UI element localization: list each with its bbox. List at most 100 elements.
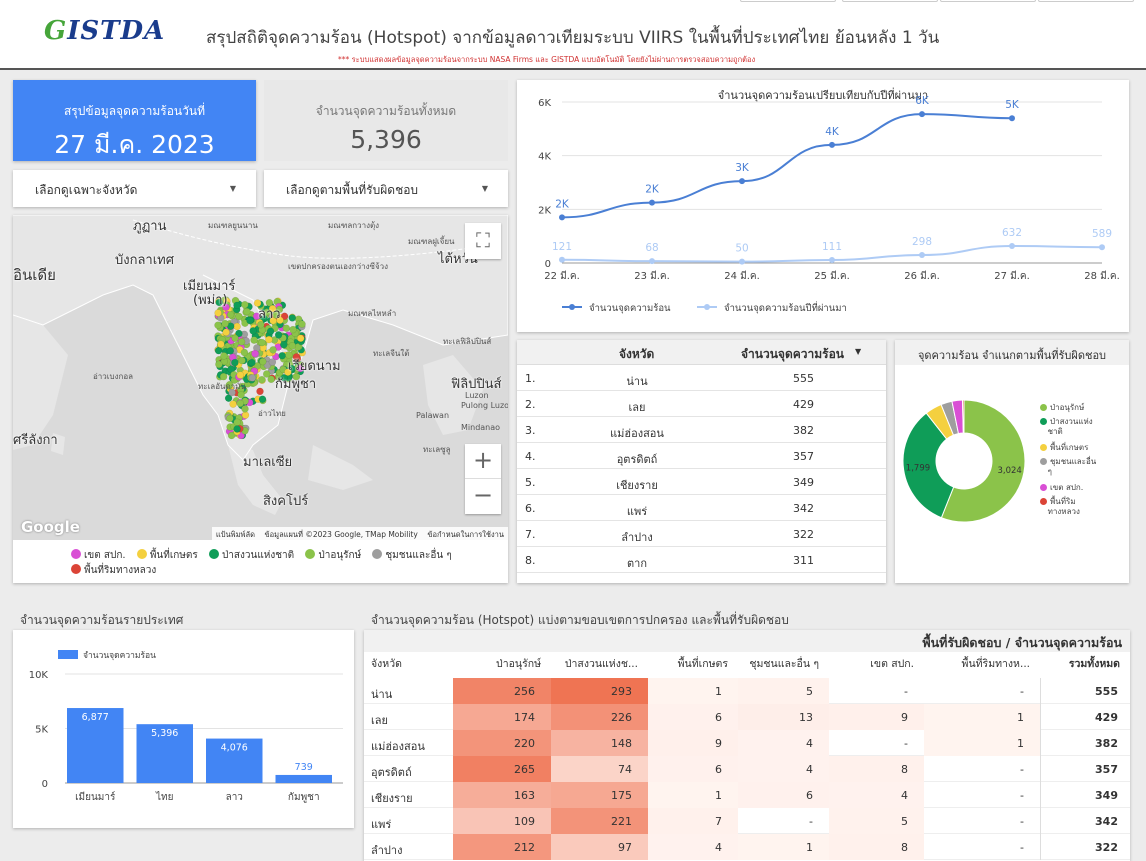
heatmap-cell[interactable]: 7 <box>648 808 738 834</box>
data-point[interactable] <box>919 111 925 118</box>
heatmap-cell[interactable]: 1 <box>738 834 829 860</box>
heatmap-cell[interactable]: - <box>1020 685 1024 698</box>
heatmap-cell[interactable]: - <box>1020 815 1024 828</box>
heatmap-cell[interactable]: 9 <box>829 704 924 730</box>
heatmap-cell[interactable]: 1 <box>648 782 738 808</box>
province-filter-dropdown[interactable]: เลือกดูเฉพาะจังหวัด ▼ <box>13 170 256 207</box>
heatmap-cell[interactable]: 9 <box>648 730 738 756</box>
comparison-line-chart[interactable]: จำนวนจุดความร้อนเปรียบเทียบกับปีที่ผ่านม… <box>517 80 1129 332</box>
data-point[interactable] <box>739 178 745 185</box>
table-row[interactable]: 6. แพร่ 342 <box>517 495 886 521</box>
donut-slice[interactable] <box>902 412 955 519</box>
column-header[interactable]: ชุมชนและอื่น ๆ <box>749 658 819 670</box>
table-row[interactable]: 4. อุตรดิตถ์ 357 <box>517 443 886 469</box>
data-point[interactable] <box>829 257 835 264</box>
table-row[interactable]: 5. เชียงราย 349 <box>517 469 886 495</box>
heatmap-cell[interactable]: 265 <box>453 756 551 782</box>
area-donut-chart[interactable]: 3,024 1,799 <box>895 340 1129 583</box>
heatmap-cell[interactable]: 4 <box>648 834 738 860</box>
heatmap-cell[interactable]: 4 <box>829 782 924 808</box>
column-header[interactable]: พื้นที่เกษตร <box>677 658 728 670</box>
data-point[interactable] <box>559 214 565 221</box>
heatmap-cell[interactable]: 293 <box>551 678 648 704</box>
heatmap-cell[interactable]: - <box>904 737 908 750</box>
heatmap-cell[interactable]: 5 <box>738 678 829 704</box>
heatmap-cell[interactable]: 6 <box>738 782 829 808</box>
province-cell[interactable]: เลย <box>371 714 388 727</box>
data-point[interactable] <box>1009 115 1015 122</box>
area-filter-dropdown[interactable]: เลือกดูตามพื้นที่รับผิดชอบ ▼ <box>264 170 508 207</box>
column-header[interactable]: พื้นที่ริมทางห... <box>961 658 1030 670</box>
column-header[interactable]: ป่าสงวนแห่งช... <box>564 658 638 670</box>
bar[interactable] <box>67 708 124 783</box>
heatmap-cell[interactable]: 174 <box>453 704 551 730</box>
heatmap-cell[interactable]: 212 <box>453 834 551 860</box>
heatmap-cell[interactable]: 6 <box>648 756 738 782</box>
table-row[interactable]: 2. เลย 429 <box>517 391 886 417</box>
heatmap-cell[interactable]: 8 <box>829 756 924 782</box>
province-cell[interactable]: เชียงราย <box>371 792 413 805</box>
heatmap-cell[interactable]: - <box>1020 763 1024 776</box>
data-point[interactable] <box>649 258 655 265</box>
heatmap-cell[interactable]: 13 <box>738 704 829 730</box>
heatmap-cell[interactable]: 221 <box>551 808 648 834</box>
heatmap-cell[interactable]: 1 <box>648 678 738 704</box>
bar[interactable] <box>206 738 263 783</box>
header-province[interactable]: จังหวัด <box>619 347 655 361</box>
heatmap-cell[interactable]: - <box>904 685 908 698</box>
donut-slice[interactable] <box>940 399 1026 523</box>
heatmap-cell[interactable]: 226 <box>551 704 648 730</box>
heatmap-cell[interactable]: 109 <box>453 808 551 834</box>
heatmap-cell[interactable]: 163 <box>453 782 551 808</box>
column-header[interactable]: รวมทั้งหมด <box>1068 658 1120 670</box>
toolbar-button[interactable] <box>740 0 836 2</box>
bar[interactable] <box>275 774 333 783</box>
keyboard-shortcuts-link[interactable]: แป้นพิมพ์ลัด <box>215 530 255 539</box>
heatmap-cell[interactable]: 74 <box>551 756 648 782</box>
zoom-out-button[interactable]: − <box>472 481 494 509</box>
heatmap-cell[interactable]: 1 <box>924 730 1040 756</box>
data-point[interactable] <box>559 256 565 263</box>
province-cell[interactable]: อุตรดิตถ์ <box>371 766 412 779</box>
data-point[interactable] <box>919 252 925 259</box>
toolbar-button[interactable] <box>940 0 1036 2</box>
country-bar-chart[interactable]: จำนวนจุดความร้อน 0 5K 10K 6,877 เมียนมาร์ 5,39… <box>13 630 354 828</box>
total-cell[interactable]: 342 <box>1040 808 1130 834</box>
province-cell[interactable]: แพร่ <box>371 818 392 831</box>
heatmap-cell[interactable]: 1 <box>924 704 1040 730</box>
column-header[interactable]: เขต สปก. <box>870 658 914 670</box>
total-cell[interactable]: 555 <box>1040 678 1130 704</box>
province-cell[interactable]: น่าน <box>371 688 393 701</box>
table-row[interactable]: 7. ลำปาง 322 <box>517 521 886 547</box>
total-cell[interactable]: 349 <box>1040 782 1130 808</box>
data-point[interactable] <box>829 141 835 148</box>
heatmap-cell[interactable]: - <box>1020 841 1024 854</box>
heatmap-cell[interactable]: 6 <box>648 704 738 730</box>
hotspot-map[interactable]: ภูฏาน บังกลาเทศ อินเดีย เมียนมาร์ (พม่า)… <box>13 215 508 540</box>
sort-desc-icon[interactable]: ▼ <box>855 347 862 356</box>
data-point[interactable] <box>739 258 745 265</box>
heatmap-cell[interactable]: 97 <box>551 834 648 860</box>
fullscreen-button[interactable]: ⛶ <box>465 223 501 259</box>
heatmap-cell[interactable]: 4 <box>738 730 829 756</box>
total-cell[interactable]: 429 <box>1040 704 1130 730</box>
heatmap-cell[interactable]: 4 <box>738 756 829 782</box>
toolbar-button[interactable] <box>1038 0 1134 2</box>
column-header[interactable]: จังหวัด <box>371 658 402 670</box>
bar[interactable] <box>136 724 194 783</box>
data-point[interactable] <box>649 199 655 206</box>
data-point[interactable] <box>1099 244 1105 251</box>
donut-slice[interactable] <box>961 399 965 434</box>
table-row[interactable]: 8. ตาก 311 <box>517 547 886 573</box>
heatmap-cell[interactable]: 256 <box>453 678 551 704</box>
heatmap-cell[interactable]: 8 <box>829 834 924 860</box>
total-cell[interactable]: 322 <box>1040 834 1130 860</box>
terms-link[interactable]: ข้อกำหนดในการใช้งาน <box>427 530 504 539</box>
zoom-in-button[interactable]: + <box>465 444 501 479</box>
toolbar-button[interactable] <box>842 0 938 2</box>
column-header[interactable]: ป่าอนุรักษ์ <box>496 658 541 670</box>
data-point[interactable] <box>1009 243 1015 250</box>
total-cell[interactable]: 382 <box>1040 730 1130 756</box>
heatmap-cell[interactable]: - <box>809 815 813 828</box>
heatmap-cell[interactable]: 5 <box>829 808 924 834</box>
